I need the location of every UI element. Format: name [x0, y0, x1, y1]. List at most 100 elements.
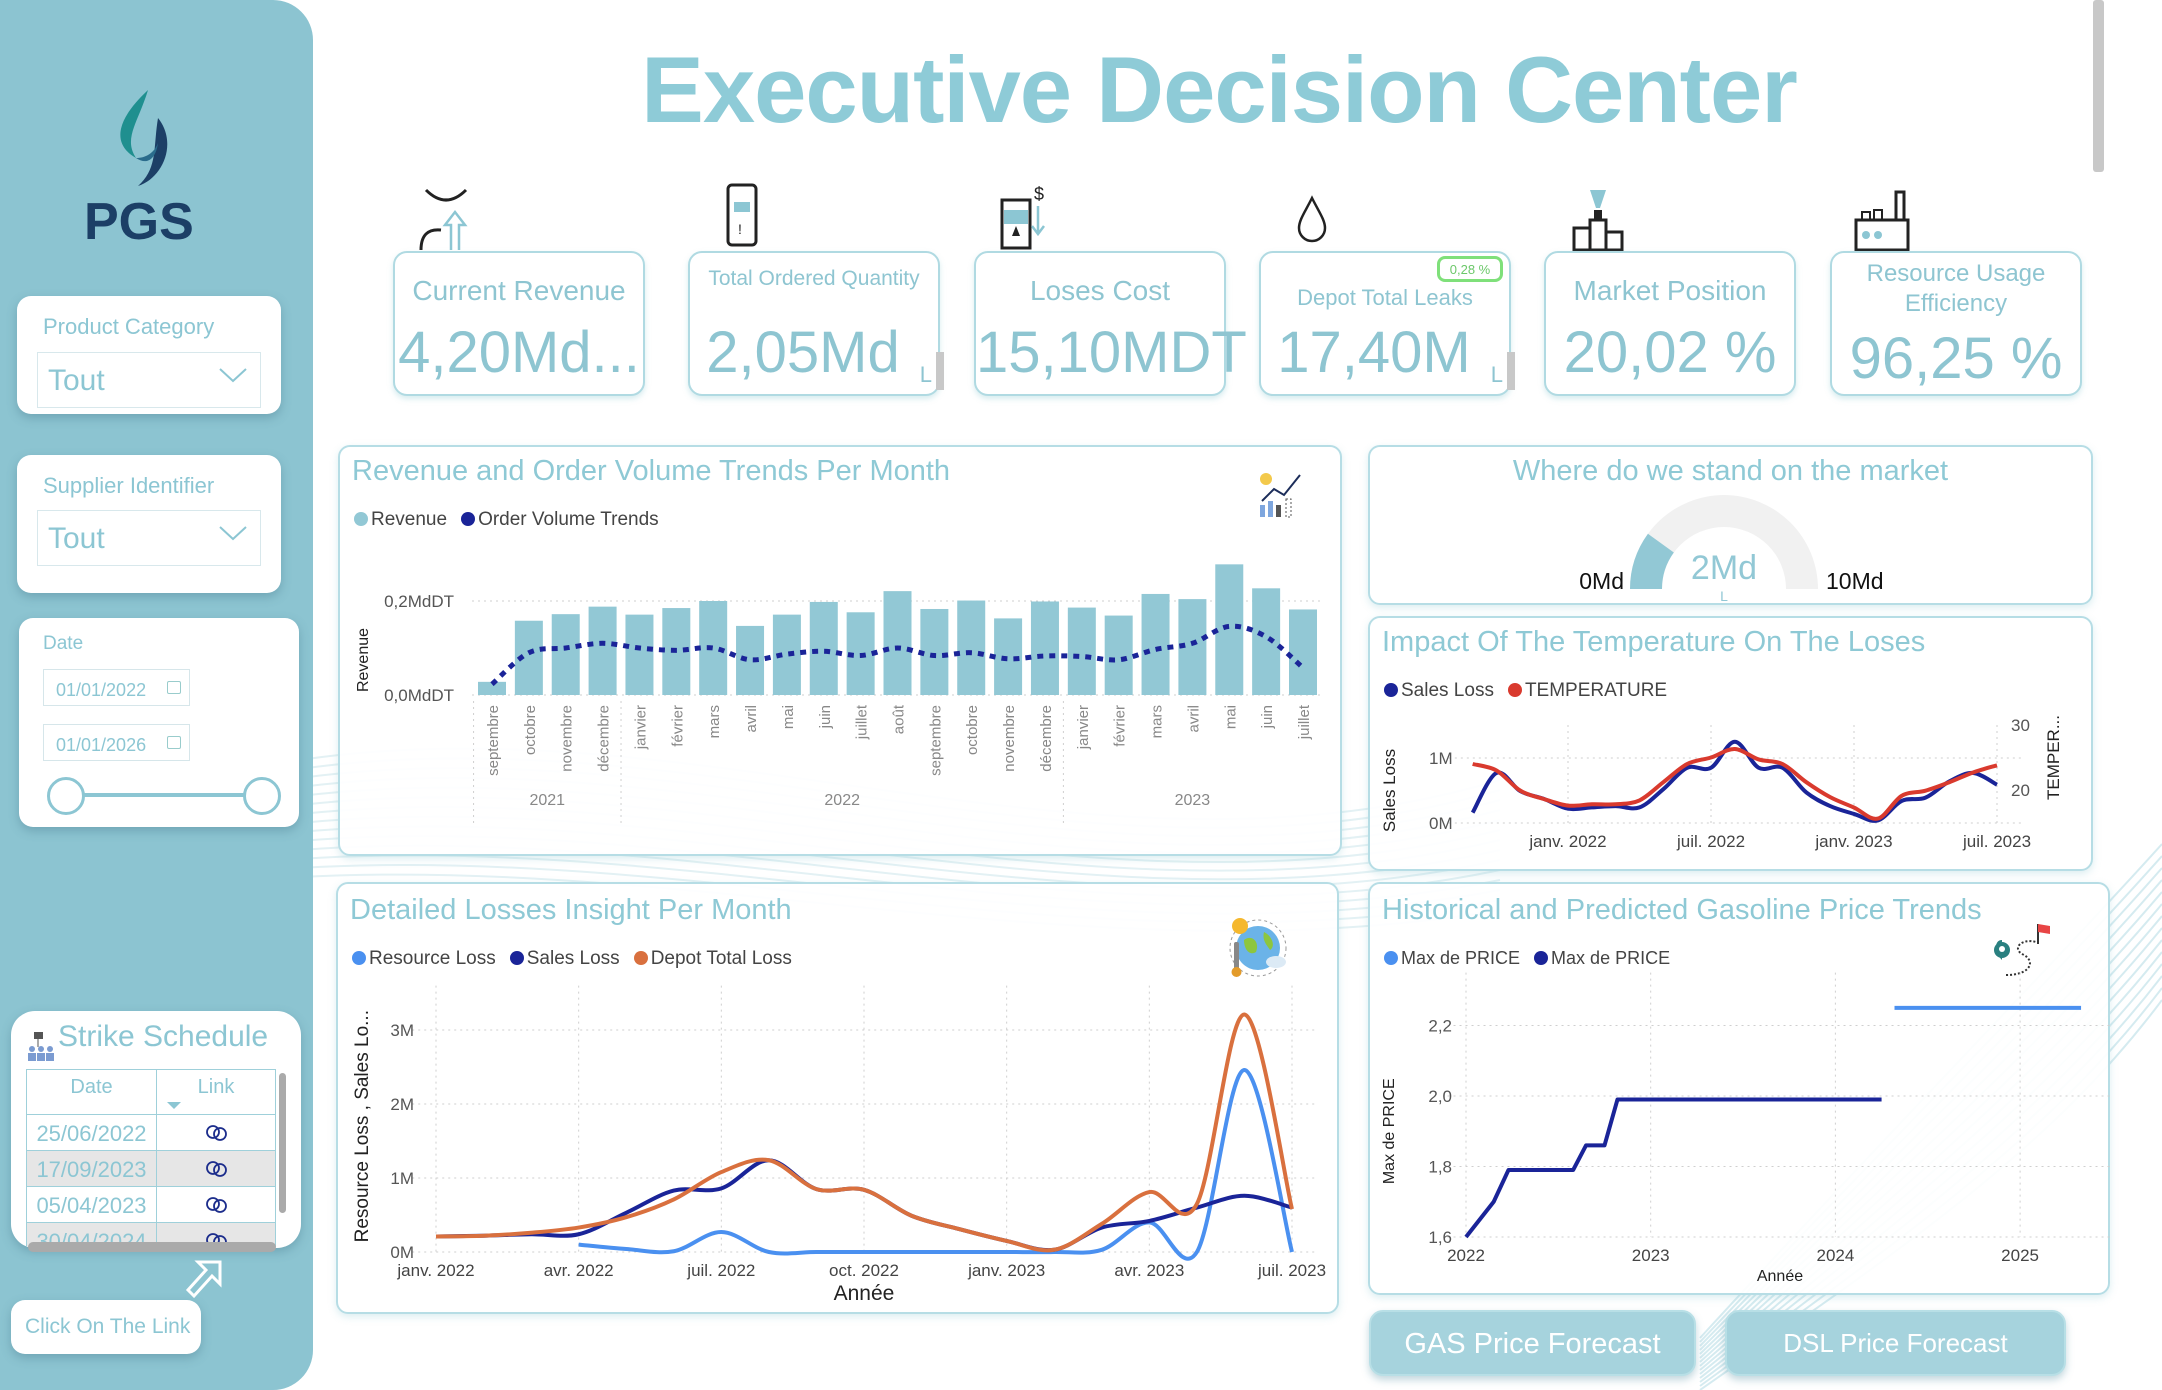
x-tick-label: janv. 2023 — [1814, 832, 1892, 851]
revenue-bar — [625, 614, 654, 695]
horizontal-scrollbar[interactable] — [28, 1242, 276, 1252]
gasoline-price-panel: Historical and Predicted Gasoline Price … — [1368, 882, 2110, 1295]
chart-title: Where do we stand on the market — [1512, 455, 1949, 487]
kpi-resize-handle[interactable] — [936, 352, 944, 390]
chevron-down-icon — [219, 368, 247, 383]
legend-item-predicted-price[interactable]: Max de PRICE — [1384, 948, 1520, 969]
link-icon[interactable] — [205, 1196, 229, 1214]
kpi-target-marker: L — [1490, 362, 1503, 387]
revenue-bar — [883, 591, 912, 695]
chart-title: Historical and Predicted Gasoline Price … — [1382, 894, 1982, 926]
date-label: Date — [43, 633, 84, 654]
dropdown-value: Tout — [48, 522, 105, 555]
trend-chart-icon — [1260, 473, 1301, 518]
date-slider-end-handle[interactable] — [243, 777, 281, 815]
x-tick-label: juil. 2022 — [1676, 832, 1745, 851]
podium-trophy-icon — [1572, 190, 1624, 252]
y2-tick-label: 20 — [2011, 781, 2030, 800]
vertical-scrollbar[interactable] — [279, 1073, 286, 1213]
revenue-bar — [809, 601, 838, 695]
kpi-change-badge: 0,28 % — [1437, 256, 1503, 282]
start-date-input[interactable]: 01/01/2022 — [43, 669, 190, 706]
revenue-bar — [1252, 588, 1281, 695]
y-axis-label: Revenue — [355, 628, 372, 692]
link-icon[interactable] — [205, 1160, 229, 1178]
legend-item-resource-loss[interactable]: Resource Loss — [352, 948, 496, 970]
calendar-icon — [167, 736, 181, 749]
supplier-identifier-dropdown[interactable]: Tout — [37, 510, 261, 566]
supplier-identifier-filter: Supplier Identifier Tout — [17, 455, 281, 593]
row-date: 05/04/2023 — [27, 1187, 157, 1222]
product-category-filter: Product Category Tout — [17, 296, 281, 414]
revenue-bar — [1104, 615, 1133, 695]
column-header-link[interactable]: Link — [197, 1076, 235, 1098]
dsl-price-forecast-button[interactable]: DSL Price Forecast — [1725, 1310, 2066, 1376]
calendar-icon — [167, 681, 181, 694]
x-tick-label: juil. 2023 — [1962, 832, 2031, 851]
brand-logo-text: PGS — [84, 193, 194, 251]
month-tick-label: novembre — [1001, 705, 1018, 772]
revenue-bar — [957, 600, 986, 695]
chart-legend: Max de PRICE Max de PRICE — [1384, 948, 1670, 969]
revenue-bar — [736, 625, 765, 695]
gasoline-chart: 1,6 1,8 2,0 2,2 2022 2023 2024 2025 Année Max de … — [1381, 972, 2110, 1285]
chart-title: Detailed Losses Insight Per Month — [350, 894, 792, 926]
losses-chart: 0M 1M 2M 3M janv. 2022 avr. 2022 juil. 2022 oct… — [352, 985, 1326, 1305]
kpi-card: Current Revenue 4,20Md... — [393, 251, 645, 396]
table-header: Date Link — [26, 1069, 276, 1115]
revenue-order-volume-panel: Revenue and Order Volume Trends Per Mont… — [338, 445, 1342, 856]
month-tick-label: février — [1112, 705, 1129, 747]
kpi-card: Total Ordered Quantity 2,05Md L — [688, 251, 944, 396]
svg-text:!: ! — [738, 221, 742, 237]
column-header-date[interactable]: Date — [27, 1070, 157, 1114]
x-tick-label: oct. 2022 — [829, 1261, 899, 1280]
month-tick-label: janvier — [632, 705, 649, 750]
month-tick-label: décembre — [1038, 705, 1055, 772]
month-tick-label: janvier — [1075, 705, 1092, 750]
legend-item-historical-price[interactable]: Max de PRICE — [1534, 948, 1670, 969]
table-row: 05/04/2023 — [26, 1187, 276, 1223]
gauge-target-marker: L — [1720, 588, 1728, 604]
x-tick-label: 2024 — [1816, 1246, 1854, 1265]
link-icon[interactable] — [205, 1124, 229, 1142]
svg-text:$: $ — [1034, 184, 1044, 204]
revenue-bar — [1030, 601, 1059, 695]
dropdown-value: Tout — [48, 364, 105, 397]
strike-schedule-table: Date Link 25/06/2022 17/09/2023 05/04/2023… — [26, 1069, 276, 1247]
legend-item-depot-total-loss[interactable]: Depot Total Loss — [633, 948, 792, 970]
kpi-value: 4,20Md... — [398, 320, 640, 385]
drop-icon — [1297, 195, 1327, 243]
chart-legend: Resource Loss Sales Loss Depot Total Los… — [352, 948, 792, 970]
kpi-card: Resource Usage Efficiency 96,25 % — [1830, 251, 2082, 396]
y-tick-label: 0M — [390, 1243, 414, 1262]
legend-item-revenue[interactable]: Revenue — [354, 509, 447, 531]
legend-item-sales-loss[interactable]: Sales Loss — [509, 948, 620, 970]
revenue-bar — [1215, 564, 1244, 695]
product-category-dropdown[interactable]: Tout — [37, 352, 261, 408]
click-on-the-link-button[interactable]: Click On The Link — [11, 1300, 201, 1354]
page-scrollbar[interactable] — [2093, 0, 2104, 172]
month-tick-label: mai — [780, 705, 797, 729]
y-tick-label: 0M — [1429, 814, 1453, 833]
y-axis-label: Resource Loss , Sales Lo... — [352, 1010, 373, 1242]
month-tick-label: juin — [1259, 705, 1276, 729]
revenue-bar — [1289, 609, 1317, 695]
sort-descending-icon[interactable] — [167, 1102, 181, 1109]
legend-item-order-volume[interactable]: Order Volume Trends — [461, 509, 659, 531]
month-tick-label: octobre — [964, 705, 981, 755]
chart-title: Impact Of The Temperature On The Loses — [1382, 626, 1926, 658]
date-slider-start-handle[interactable] — [47, 777, 85, 815]
month-tick-label: juin — [817, 705, 834, 729]
x-tick-label: janv. 2022 — [1528, 832, 1606, 851]
revenue-up-icon — [419, 188, 468, 251]
gas-price-forecast-button[interactable]: GAS Price Forecast — [1369, 1310, 1696, 1376]
legend-item-temperature[interactable]: TEMPERATURE — [1507, 680, 1667, 702]
kpi-resize-handle[interactable] — [1507, 352, 1515, 390]
start-date-value: 01/01/2022 — [56, 680, 147, 700]
date-slider-track[interactable] — [66, 793, 262, 797]
end-date-input[interactable]: 01/01/2026 — [43, 724, 190, 761]
legend-item-sales-loss[interactable]: Sales Loss — [1384, 680, 1494, 702]
gauge-track — [1630, 495, 1818, 589]
product-category-label: Product Category — [43, 314, 215, 339]
